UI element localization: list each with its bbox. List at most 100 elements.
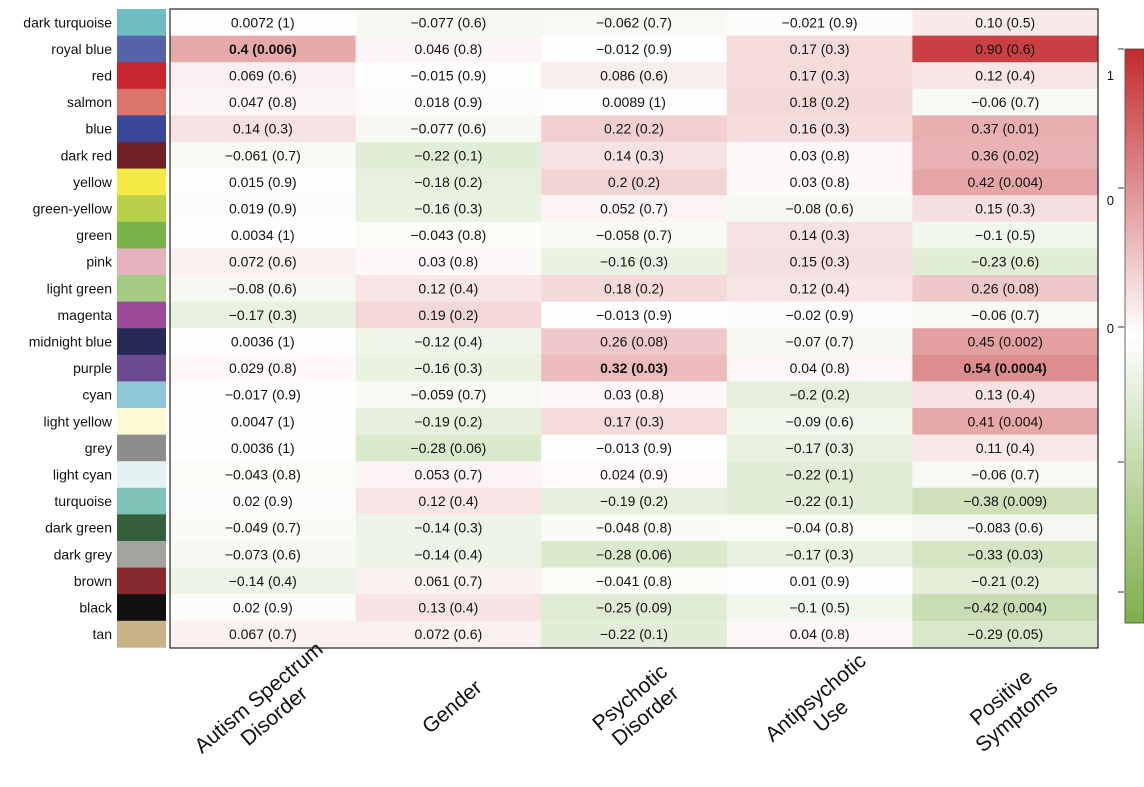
heatmap-cell bbox=[541, 301, 728, 329]
heatmap-cell bbox=[170, 514, 356, 542]
heatmap-cell bbox=[355, 221, 542, 249]
cell-label: −0.061 (0.7) bbox=[225, 147, 301, 163]
cell-label: 0.18 (0.2) bbox=[604, 280, 664, 296]
module-swatch bbox=[117, 594, 166, 622]
heatmap-cell bbox=[726, 195, 913, 223]
cell-label: −0.38 (0.009) bbox=[963, 493, 1047, 509]
cell-label: −0.1 (0.5) bbox=[975, 227, 1035, 243]
heatmap-cell bbox=[912, 541, 1099, 568]
cell-label: −0.2 (0.2) bbox=[789, 387, 849, 403]
heatmap-cell bbox=[541, 620, 728, 648]
cell-label: −0.42 (0.004) bbox=[963, 600, 1047, 616]
heatmap-cell bbox=[355, 9, 542, 36]
module-swatch bbox=[117, 328, 166, 356]
legend-colorbar bbox=[1124, 48, 1144, 624]
heatmap-cell bbox=[355, 381, 542, 409]
heatmap-cell bbox=[355, 487, 542, 515]
row-label: brown bbox=[74, 573, 112, 589]
heatmap-cell bbox=[355, 594, 542, 622]
row-label: tan bbox=[93, 626, 112, 642]
heatmap-cell bbox=[541, 567, 728, 595]
heatmap-cell bbox=[355, 408, 542, 435]
heatmap-cell bbox=[726, 301, 913, 329]
heatmap-cell bbox=[912, 88, 1099, 116]
cell-label: −0.015 (0.9) bbox=[410, 68, 486, 84]
row-label: royal blue bbox=[51, 41, 112, 57]
row-label: dark red bbox=[61, 147, 112, 163]
cell-label: −0.013 (0.9) bbox=[596, 440, 672, 456]
color-legend: 1 0 0 bbox=[1107, 48, 1144, 624]
cell-label: 0.0036 (1) bbox=[231, 440, 295, 456]
module-swatch bbox=[117, 408, 166, 435]
cell-label: −0.041 (0.8) bbox=[596, 573, 672, 589]
cell-label: −0.28 (0.06) bbox=[596, 546, 672, 562]
cell-label: 0.11 (0.4) bbox=[976, 440, 1035, 456]
heatmap-cell bbox=[912, 168, 1099, 196]
heatmap-cell bbox=[726, 354, 913, 382]
heatmap-cell bbox=[726, 275, 913, 302]
heatmap-cell bbox=[912, 301, 1099, 329]
cell-label: 0.018 (0.9) bbox=[415, 94, 483, 110]
cell-label: 0.04 (0.8) bbox=[790, 626, 850, 642]
cell-label: −0.077 (0.6) bbox=[410, 121, 486, 137]
cell-label: 0.053 (0.7) bbox=[415, 467, 483, 483]
column-label: PsychoticDisorder bbox=[588, 660, 687, 754]
column-label: Gender bbox=[418, 676, 486, 739]
module-swatch bbox=[117, 567, 166, 595]
cell-label: −0.021 (0.9) bbox=[782, 14, 858, 30]
cell-label: 0.03 (0.8) bbox=[604, 387, 664, 403]
cell-label: 0.14 (0.3) bbox=[233, 121, 293, 137]
cell-label: −0.28 (0.06) bbox=[410, 440, 486, 456]
column-label: Autism SpectrumDisorder bbox=[190, 638, 343, 777]
cell-label: −0.22 (0.1) bbox=[600, 626, 668, 642]
heatmap-cell bbox=[912, 248, 1099, 276]
row-label: green bbox=[76, 227, 112, 243]
legend-tick-label: 0 bbox=[1107, 321, 1114, 336]
cell-label: 0.02 (0.9) bbox=[233, 600, 293, 616]
cell-label: −0.017 (0.9) bbox=[225, 387, 301, 403]
cell-label: 0.41 (0.004) bbox=[967, 413, 1043, 429]
cell-label: 0.19 (0.2) bbox=[418, 307, 478, 323]
heatmap-cell bbox=[541, 487, 728, 515]
heatmap-cell bbox=[355, 168, 542, 196]
legend-tick-label: 0 bbox=[1107, 193, 1114, 208]
heatmap-cell bbox=[541, 541, 728, 568]
heatmap-cell bbox=[726, 115, 913, 143]
heatmap-cell bbox=[170, 620, 356, 648]
cell-label: −0.013 (0.9) bbox=[596, 307, 672, 323]
heatmap-cell bbox=[726, 168, 913, 196]
module-swatch bbox=[117, 301, 166, 329]
cell-label: 0.15 (0.3) bbox=[790, 254, 850, 270]
module-swatch bbox=[117, 9, 166, 36]
heatmap-cell bbox=[726, 142, 913, 169]
heatmap-cell bbox=[355, 461, 542, 489]
heatmap-cell bbox=[726, 514, 913, 542]
heatmap-cell bbox=[541, 62, 728, 90]
heatmap-cell bbox=[355, 115, 542, 143]
cell-label: −0.07 (0.7) bbox=[786, 334, 854, 350]
heatmap-cell bbox=[726, 221, 913, 249]
heatmap-cell bbox=[726, 62, 913, 90]
cell-label: 0.2 (0.2) bbox=[608, 174, 660, 190]
heatmap-cell bbox=[912, 514, 1099, 542]
heatmap-cell bbox=[355, 567, 542, 595]
cell-label: 0.03 (0.8) bbox=[418, 254, 478, 270]
cell-label: 0.046 (0.8) bbox=[415, 41, 483, 57]
heatmap-cell bbox=[541, 461, 728, 489]
cell-label: 0.14 (0.3) bbox=[604, 147, 664, 163]
cell-label: 0.18 (0.2) bbox=[790, 94, 850, 110]
row-label: light green bbox=[47, 280, 112, 296]
heatmap-cell bbox=[170, 461, 356, 489]
cell-label: 0.061 (0.7) bbox=[415, 573, 483, 589]
cell-label: −0.14 (0.3) bbox=[414, 520, 482, 536]
heatmap-cell bbox=[726, 328, 913, 356]
heatmap-cell bbox=[912, 567, 1099, 595]
heatmap-cell bbox=[355, 620, 542, 648]
heatmap-cell bbox=[170, 88, 356, 116]
cell-label: −0.17 (0.3) bbox=[229, 307, 297, 323]
row-label: turquoise bbox=[54, 493, 112, 509]
heatmap-cell bbox=[912, 35, 1099, 63]
heatmap-cell bbox=[170, 9, 356, 36]
cell-label: 0.0089 (1) bbox=[602, 94, 666, 110]
heatmap-cell bbox=[541, 195, 728, 223]
